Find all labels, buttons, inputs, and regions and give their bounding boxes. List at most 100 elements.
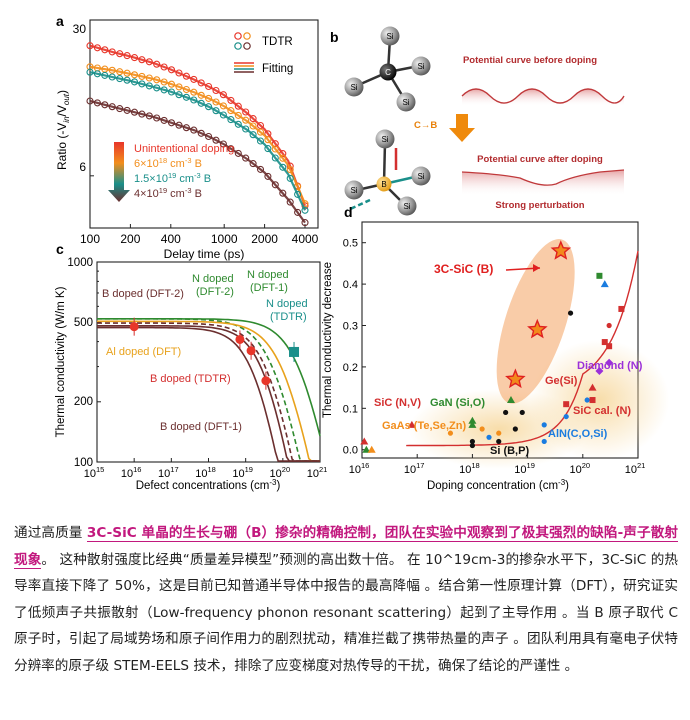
c-to-b-arrow <box>449 114 475 142</box>
tdtr-point <box>108 73 116 81</box>
tdtr-point <box>190 126 198 134</box>
tdtr-point <box>138 56 146 64</box>
panel-d-xtick-label: 1020 <box>570 461 591 476</box>
panel-a: a 100 200 400 1000 2000 4000 30 6 Delay time … <box>55 13 319 261</box>
panel-d-background <box>406 239 670 470</box>
tdtr-point <box>256 121 265 130</box>
panel-a-x-ticks: 100 200 400 1000 2000 4000 <box>80 224 319 246</box>
panel-c-ytick-1000: 1000 <box>67 257 93 269</box>
fit-curve <box>89 65 307 205</box>
panel-c-curves <box>97 318 321 462</box>
tdtr-point <box>227 107 235 115</box>
n-doped-tdtr-point <box>289 346 300 357</box>
background-glow <box>529 340 670 461</box>
material-marker <box>367 445 376 453</box>
tdtr-point <box>153 76 161 84</box>
tdtr-point <box>101 46 109 54</box>
material-marker <box>606 322 612 329</box>
tdtr-point <box>138 110 146 118</box>
tdtr-point <box>182 124 190 132</box>
tdtr-point <box>234 149 242 157</box>
label-n-dft2-2: (DFT-2) <box>196 286 234 298</box>
material-marker <box>468 420 477 428</box>
panel-a-xtick-label: 400 <box>161 232 181 246</box>
label-3c-sic: 3C-SiC (B) <box>434 262 493 276</box>
3c-sic-star <box>527 318 548 339</box>
tdtr-point <box>116 105 124 113</box>
tdtr-point <box>279 189 287 197</box>
tdtr-point <box>160 116 168 124</box>
tdtr-point <box>130 108 139 116</box>
tdtr-point <box>145 82 153 90</box>
tdtr-point <box>145 74 153 82</box>
b-doped-tdtr-point <box>235 334 245 344</box>
b-doped-dft2-curve <box>97 322 320 462</box>
label-b-tdtr: B doped (TDTR) <box>150 373 231 385</box>
material-marker <box>595 367 604 376</box>
panel-c: c 1000 500 200 100 1015 1016 1017 1018 1019 1… <box>55 241 327 492</box>
tdtr-point <box>271 154 279 162</box>
tdtr-point <box>175 121 183 129</box>
tdtr-point <box>286 198 294 206</box>
legend-fitting: Fitting <box>262 63 293 75</box>
panel-d-xtick-label: 1017 <box>404 461 425 476</box>
tdtr-point <box>153 84 161 92</box>
svg-text:B: B <box>381 180 386 189</box>
curve-after <box>462 170 624 196</box>
label-ge: Ge(Si) <box>545 375 578 387</box>
fit-curve <box>89 99 306 224</box>
tdtr-point <box>256 165 265 173</box>
panel-d-letter: d <box>344 204 353 220</box>
panel-d-ytick-label: 0.1 <box>343 403 358 415</box>
legend-tdtr: TDTR <box>262 36 293 48</box>
panel-a-xtick-label: 100 <box>80 232 100 246</box>
tdtr-point <box>264 145 272 153</box>
panel-c-xtick-label: 1019 <box>232 465 253 480</box>
tdtr-point <box>101 101 109 109</box>
panel-d-x-tick-labels: 1016 1017 1018 1019 1020 1021 <box>349 461 646 476</box>
label-sic-nv: SiC (N,V) <box>374 397 421 409</box>
panel-b-letter: b <box>330 29 339 45</box>
tdtr-point <box>249 122 257 130</box>
svg-text:Si: Si <box>350 186 357 195</box>
panel-b: b Si Si Si Si C Potential curve before d… <box>330 26 625 216</box>
tdtr-point <box>93 99 101 107</box>
material-marker <box>496 430 502 436</box>
material-marker <box>519 409 525 416</box>
tdtr-point <box>219 140 227 148</box>
panel-a-plot-frame <box>89 19 319 229</box>
svg-text:C: C <box>385 68 391 77</box>
tdtr-point <box>108 103 116 111</box>
tdtr-point <box>123 69 131 77</box>
label-n-dft1-1: N doped <box>247 269 289 281</box>
tdtr-point <box>256 137 265 145</box>
tdtr-point <box>242 116 250 124</box>
b-doped-tdtr-point <box>246 346 256 356</box>
tdtr-point <box>227 96 235 104</box>
caption-paragraph: 通过高质量 3C-SiC 单晶的生长与硼（B）掺杂的精确控制，团队在实验中观察到… <box>14 520 678 679</box>
label-si: Si (B,P) <box>490 445 529 457</box>
tdtr-point <box>279 154 287 162</box>
panel-a-series <box>86 42 309 227</box>
tdtr-point <box>167 66 176 74</box>
label-diamond: Diamond (N) <box>577 360 643 372</box>
panel-d-ytick-label: 0.3 <box>343 321 358 333</box>
tdtr-point <box>93 70 101 78</box>
panel-d-xtick-label: 1019 <box>514 461 535 476</box>
tdtr-point <box>234 120 242 128</box>
panel-a-xtick-label: 4000 <box>292 232 319 246</box>
panel-c-xtick-label: 1016 <box>121 465 142 480</box>
panel-c-xtick-label: 1020 <box>270 465 291 480</box>
material-marker <box>589 397 596 404</box>
material-marker <box>606 343 613 350</box>
svg-text:Si: Si <box>402 98 409 107</box>
material-marker <box>407 420 416 428</box>
tdtr-point <box>175 69 183 77</box>
panel-c-ticks <box>96 261 321 463</box>
tdtr-point <box>294 190 302 198</box>
tdtr-point <box>123 76 131 84</box>
panel-a-xtick-label: 1000 <box>211 232 238 246</box>
tdtr-point <box>116 68 124 76</box>
panel-c-ytick-100: 100 <box>74 457 93 469</box>
material-marker <box>447 430 454 436</box>
